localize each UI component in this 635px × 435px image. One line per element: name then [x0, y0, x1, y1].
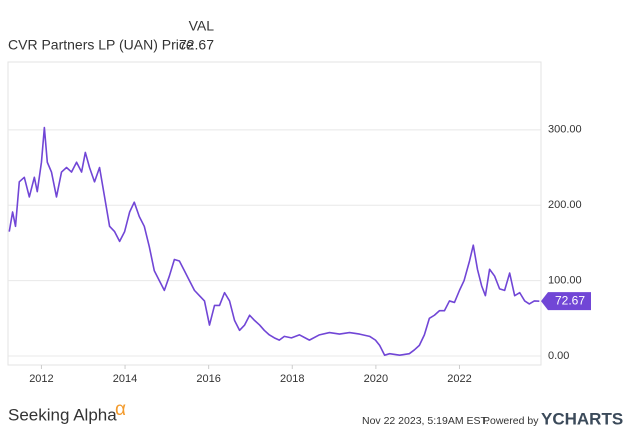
timestamp: Nov 22 2023, 5:19AM EST. [362, 415, 489, 427]
x-tick-label: 2012 [29, 373, 53, 385]
price-line [8, 126, 540, 356]
series-name: CVR Partners LP (UAN) Price [8, 37, 194, 53]
y-tick-label: 300.00 [548, 124, 582, 136]
x-tick-label: 2020 [364, 373, 388, 385]
brand: YCHARTS [541, 409, 623, 428]
y-tick-label: 100.00 [548, 274, 582, 286]
last-value-label: 72.67 [555, 293, 585, 307]
powered-by: Powered by [483, 415, 539, 427]
last-value-tag [541, 292, 591, 311]
value-header: VAL [189, 18, 215, 34]
x-tick-label: 2016 [196, 373, 220, 385]
x-tick-label: 2018 [280, 373, 304, 385]
source-logo-mark: α [115, 399, 126, 420]
plot-frame [7, 61, 542, 366]
y-tick-label: 200.00 [548, 199, 582, 211]
header-value: 72.67 [179, 37, 214, 53]
x-tick-label: 2022 [447, 373, 471, 385]
source-logo: Seeking Alpha [8, 405, 117, 424]
y-tick-label: 0.00 [548, 350, 569, 362]
x-tick-label: 2014 [113, 373, 137, 385]
